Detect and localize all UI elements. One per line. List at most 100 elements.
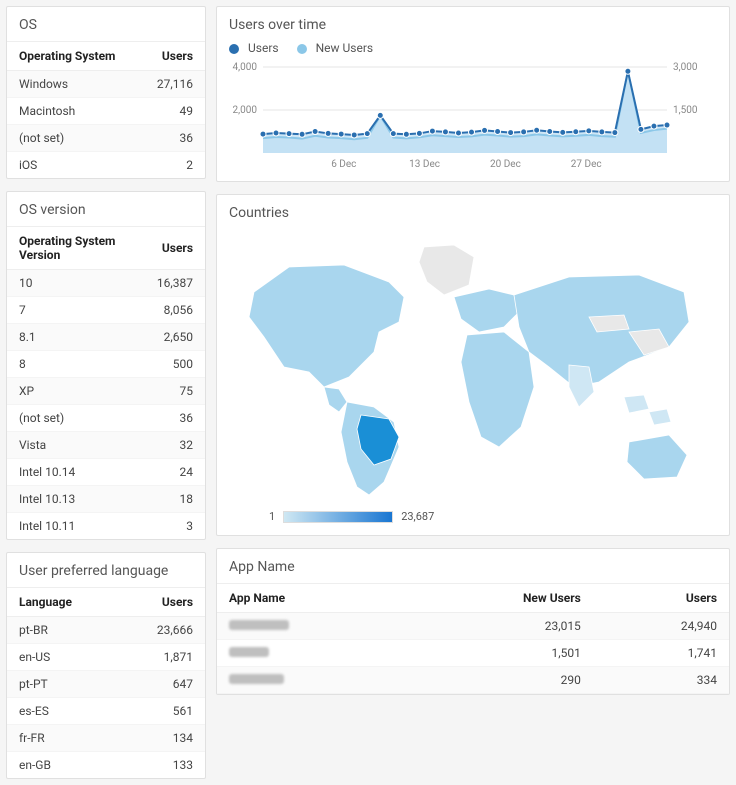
row-label: pt-BR (7, 617, 118, 644)
osver-col-value[interactable]: Users (145, 227, 205, 270)
table-row[interactable]: (not set)36 (7, 125, 205, 152)
osver-table: Operating System Version Users 1016,3877… (7, 226, 205, 539)
row-label: Intel 10.11 (7, 513, 145, 540)
table-row[interactable]: Windows27,116 (7, 71, 205, 98)
row-value: 3 (145, 513, 205, 540)
row-value: 24 (145, 459, 205, 486)
table-row[interactable]: (not set)36 (7, 405, 205, 432)
row-value: 32 (145, 432, 205, 459)
row-value: 561 (118, 698, 205, 725)
world-map[interactable] (229, 237, 699, 502)
lang-table: Language Users pt-BR23,666en-US1,871pt-P… (7, 587, 205, 778)
legend-users[interactable]: Users (229, 41, 279, 55)
table-row[interactable]: Vista32 (7, 432, 205, 459)
svg-text:20 Dec: 20 Dec (490, 159, 521, 170)
map-legend-gradient (283, 511, 393, 523)
svg-text:6 Dec: 6 Dec (331, 159, 356, 170)
svg-text:4,000: 4,000 (233, 62, 258, 73)
row-label: XP (7, 378, 145, 405)
row-value: 134 (118, 725, 205, 752)
app-new-users: 290 (407, 667, 592, 694)
table-row[interactable]: Intel 10.113 (7, 513, 205, 540)
svg-text:3,000: 3,000 (673, 62, 698, 73)
map-legend: 1 23,687 (229, 502, 717, 523)
row-value: 18 (145, 486, 205, 513)
table-row[interactable]: Macintosh49 (7, 98, 205, 125)
apps-col-new[interactable]: New Users (407, 584, 592, 613)
lang-col-value[interactable]: Users (118, 588, 205, 617)
os-col-value[interactable]: Users (139, 42, 205, 71)
row-label: 7 (7, 297, 145, 324)
lang-col-label[interactable]: Language (7, 588, 118, 617)
row-value: 2 (139, 152, 205, 179)
row-label: 10 (7, 270, 145, 297)
table-row[interactable]: 23,01524,940 (217, 613, 729, 640)
row-value: 49 (139, 98, 205, 125)
table-row[interactable]: 78,056 (7, 297, 205, 324)
row-label: Windows (7, 71, 139, 98)
chart-title: Users over time (217, 7, 729, 41)
row-value: 75 (145, 378, 205, 405)
row-value: 8,056 (145, 297, 205, 324)
row-label: iOS (7, 152, 139, 179)
table-row[interactable]: Intel 10.1318 (7, 486, 205, 513)
app-new-users: 23,015 (407, 613, 592, 640)
table-row[interactable]: 1,5011,741 (217, 640, 729, 667)
lang-title: User preferred language (7, 553, 205, 587)
row-value: 36 (139, 125, 205, 152)
row-label: (not set) (7, 405, 145, 432)
table-row[interactable]: es-ES561 (7, 698, 205, 725)
row-value: 133 (118, 752, 205, 779)
svg-text:27 Dec: 27 Dec (571, 159, 602, 170)
osver-card: OS version Operating System Version User… (6, 191, 206, 540)
row-label: Macintosh (7, 98, 139, 125)
table-row[interactable]: fr-FR134 (7, 725, 205, 752)
osver-col-label[interactable]: Operating System Version (7, 227, 145, 270)
table-row[interactable]: Intel 10.1424 (7, 459, 205, 486)
os-table: Operating System Users Windows27,116Maci… (7, 41, 205, 178)
apps-title: App Name (217, 549, 729, 583)
countries-title: Countries (217, 195, 729, 229)
os-title: OS (7, 7, 205, 41)
row-value: 647 (118, 671, 205, 698)
row-value: 27,116 (139, 71, 205, 98)
row-label: Intel 10.14 (7, 459, 145, 486)
table-row[interactable]: iOS2 (7, 152, 205, 179)
app-name-card: App Name App Name New Users Users 23,015… (216, 548, 730, 695)
row-value: 23,666 (118, 617, 205, 644)
apps-col-name[interactable]: App Name (217, 584, 407, 613)
apps-col-users[interactable]: Users (593, 584, 729, 613)
users-chart[interactable]: 2,0004,0001,5003,0006 Dec13 Dec20 Dec27 … (225, 61, 705, 171)
apps-table: App Name New Users Users 23,01524,9401,5… (217, 583, 729, 694)
row-label: Vista (7, 432, 145, 459)
row-label: 8 (7, 351, 145, 378)
users-over-time-card: Users over time Users New Users 2,0004,0… (216, 6, 730, 182)
lang-card: User preferred language Language Users p… (6, 552, 206, 779)
row-value: 1,871 (118, 644, 205, 671)
table-row[interactable]: pt-BR23,666 (7, 617, 205, 644)
table-row[interactable]: 8.12,650 (7, 324, 205, 351)
app-users: 334 (593, 667, 729, 694)
row-label: pt-PT (7, 671, 118, 698)
row-label: en-US (7, 644, 118, 671)
app-new-users: 1,501 (407, 640, 592, 667)
table-row[interactable]: pt-PT647 (7, 671, 205, 698)
table-row[interactable]: 290334 (217, 667, 729, 694)
os-col-label[interactable]: Operating System (7, 42, 139, 71)
legend-new-users[interactable]: New Users (297, 41, 374, 55)
table-row[interactable]: en-GB133 (7, 752, 205, 779)
row-label: fr-FR (7, 725, 118, 752)
legend-newusers-dot (297, 44, 307, 54)
table-row[interactable]: en-US1,871 (7, 644, 205, 671)
table-row[interactable]: 8500 (7, 351, 205, 378)
redacted-text (229, 620, 289, 630)
map-legend-min: 1 (269, 510, 275, 523)
app-name-cell (217, 640, 407, 667)
table-row[interactable]: 1016,387 (7, 270, 205, 297)
chart-legend: Users New Users (217, 41, 729, 61)
row-label: Intel 10.13 (7, 486, 145, 513)
table-row[interactable]: XP75 (7, 378, 205, 405)
redacted-text (229, 674, 284, 684)
row-label: 8.1 (7, 324, 145, 351)
legend-users-dot (229, 44, 239, 54)
